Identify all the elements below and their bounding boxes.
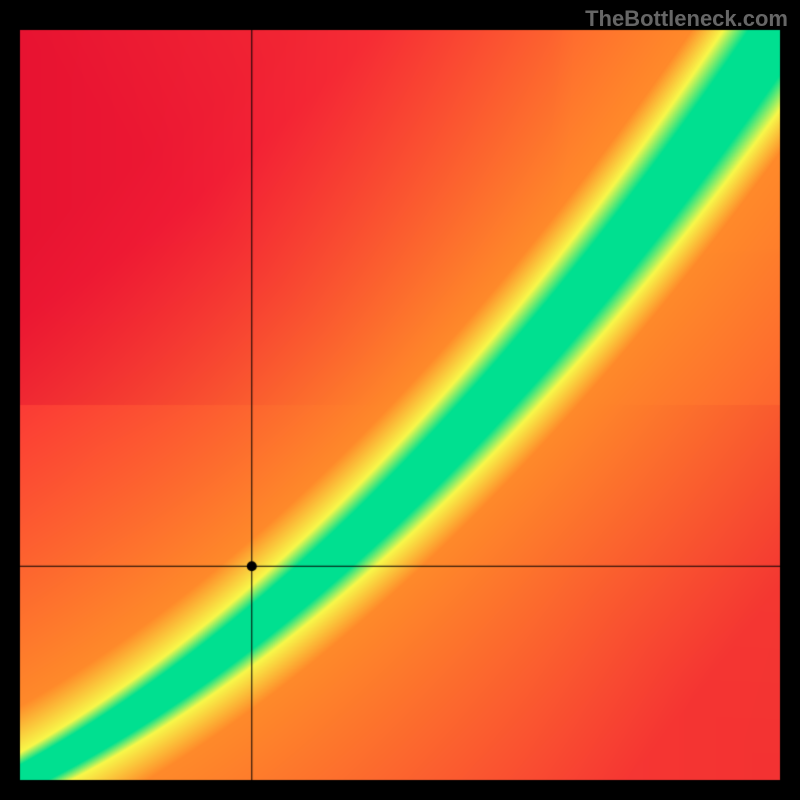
chart-container: TheBottleneck.com [0, 0, 800, 800]
heatmap-canvas [0, 0, 800, 800]
watermark-text: TheBottleneck.com [585, 6, 788, 32]
